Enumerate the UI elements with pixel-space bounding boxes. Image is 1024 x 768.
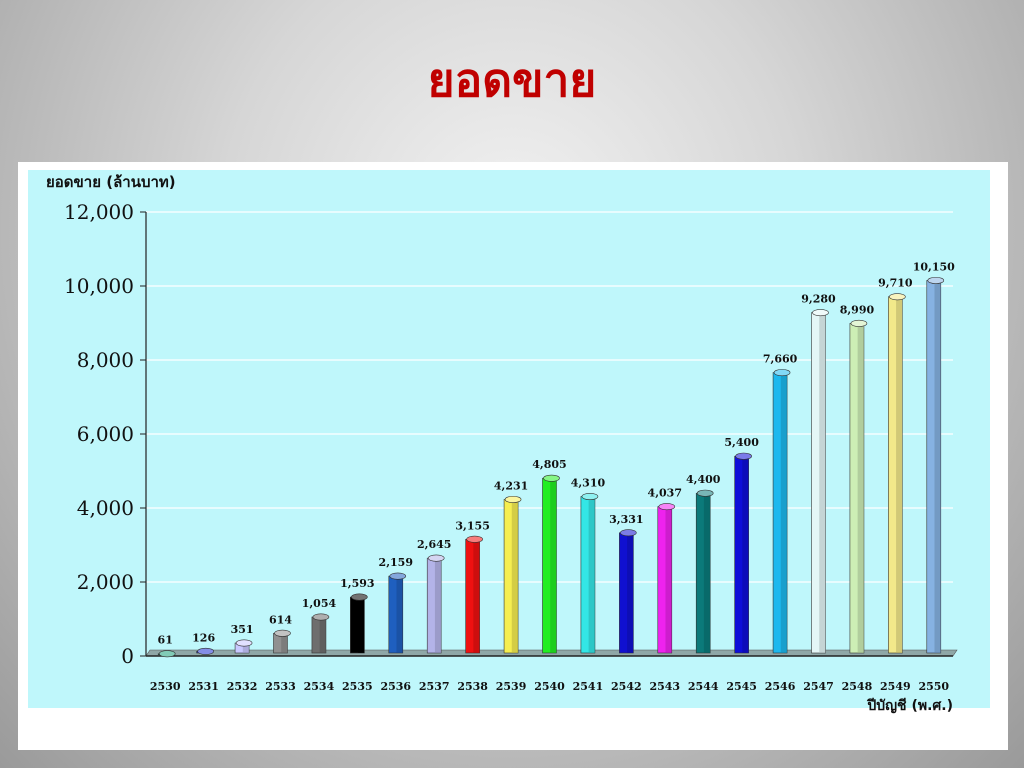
y-axis-label: ยอดขาย (ล้านบาท) [46,173,176,191]
x-tick-label: 2550 [918,680,949,693]
bar-shade [627,532,634,653]
y-tick-label: 6,000 [77,422,134,446]
x-tick-label: 2547 [803,680,834,693]
x-tick-label: 2534 [304,680,335,693]
data-label: 3,331 [609,513,643,526]
y-tick-label: 4,000 [77,496,134,520]
bar-top [466,535,483,543]
bar-top [312,613,330,621]
data-label: 61 [158,634,173,647]
bar-top [812,309,829,317]
data-label: 1,593 [340,577,374,590]
bar-top [351,593,368,601]
bar-top [620,529,637,537]
x-tick-label: 2548 [842,680,873,693]
data-label: 4,400 [686,473,721,486]
y-tick-label: 10,000 [64,274,134,298]
chart-frame: 0 2,000 4,000 6,000 8,000 10,000 12,000 ยอดขาย … [18,162,1008,750]
bar-top [696,489,714,497]
bar-shade [281,633,288,653]
bar-shade [473,539,480,653]
bar-top [274,629,291,637]
data-label: 2,645 [417,538,451,551]
bar-top [773,369,791,377]
x-tick-label: 2535 [342,680,373,693]
x-tick-label: 2537 [419,680,450,693]
bar-shade [819,312,826,653]
x-tick-label: 2542 [611,680,642,693]
bar-shade [742,456,749,653]
bar-top [735,452,752,460]
bar-shade [242,643,250,653]
x-tick-label: 2533 [265,680,296,693]
data-label: 9,280 [801,293,836,306]
bar-shade [550,478,557,653]
data-label: 8,990 [840,303,875,316]
x-tick-label: 2544 [688,680,719,693]
bar-top [158,650,176,658]
data-label: 3,155 [455,519,489,532]
bar-shade [896,296,903,653]
data-label: 4,037 [648,487,682,500]
bar-shade [780,372,788,653]
data-label: 9,710 [878,277,913,290]
bar-top [889,293,906,301]
x-axis-label: ปีบัญชี (พ.ศ.) [866,698,953,714]
x-tick-label: 2549 [880,680,911,693]
sales-bar-chart: 0 2,000 4,000 6,000 8,000 10,000 12,000 ยอดขาย … [28,170,990,714]
x-tick-label: 2531 [188,680,219,693]
bar-shade [857,323,864,653]
data-label: 5,400 [724,436,759,449]
x-tick-label: 2545 [726,680,757,693]
bar-shade [511,499,519,653]
bar-top [927,276,945,284]
bar-top [427,554,445,562]
bar-top [658,503,676,511]
x-tick-label: 2539 [496,680,527,693]
data-label: 126 [192,631,215,644]
bar-top [581,493,599,501]
bar-top [197,647,214,655]
bar-shade [934,280,941,653]
x-tick-label: 2532 [227,680,258,693]
data-label: 4,805 [532,458,566,471]
data-label: 2,159 [379,556,413,569]
data-label: 1,054 [302,597,337,610]
data-label: 614 [269,613,292,626]
y-tick-label: 8,000 [77,348,134,372]
x-tick-label: 2538 [457,680,488,693]
x-tick-label: 2546 [765,680,796,693]
bar-top [504,495,522,503]
data-label: 4,310 [571,477,606,490]
bar-top [543,474,560,482]
bar-shade [396,576,403,653]
bar-shade [319,617,326,653]
x-tick-label: 2541 [573,680,604,693]
data-label: 10,150 [913,260,955,273]
bar-shade [358,597,365,653]
bar-top [389,572,407,580]
y-tick-label: 12,000 [64,200,134,224]
bar-shade [703,493,711,653]
y-tick-label: 2,000 [77,570,134,594]
x-tick-label: 2543 [649,680,680,693]
x-tick-label: 2536 [380,680,411,693]
bar-shade [588,496,595,653]
data-label: 4,231 [494,479,528,492]
bar-top [235,639,253,647]
x-tick-label: 2540 [534,680,565,693]
bar-shade [665,506,672,653]
bar-shade [434,558,442,653]
data-label: 7,660 [763,353,798,366]
x-tick-label: 2530 [150,680,181,693]
data-label: 351 [231,623,254,636]
y-tick-label: 0 [121,644,134,668]
bar-top [850,319,868,327]
slide-title: ยอดขาย [427,53,597,107]
